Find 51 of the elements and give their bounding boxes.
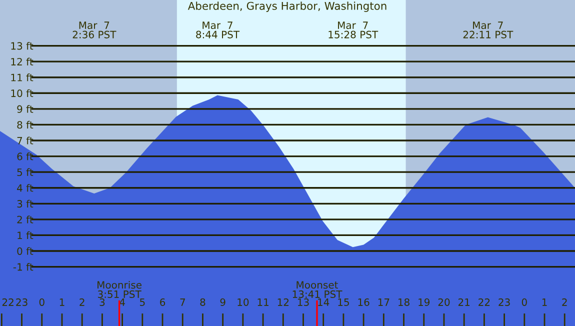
x-tick-label: 6 xyxy=(160,298,166,306)
y-tick-label: 9 ft xyxy=(17,105,34,113)
x-tick-label: 20 xyxy=(438,298,450,306)
x2-tick-label: Mar 7 2:36 PST xyxy=(72,22,116,38)
x-tick-label: 9 xyxy=(220,298,226,306)
x2-tick-label: Mar 7 22:11 PST xyxy=(463,22,514,38)
x-tick-label: 2 xyxy=(562,298,567,306)
y-tick-label: 2 ft xyxy=(17,216,34,224)
y-tick-label: 11 ft xyxy=(11,74,34,82)
y-tick-label: 8 ft xyxy=(17,120,34,129)
x-tick-label: 12 xyxy=(278,298,289,306)
x-tick-label: 0 xyxy=(522,298,527,306)
y-tick-label: 1 ft xyxy=(18,231,34,240)
y-tick-label: 5 ft xyxy=(17,168,34,176)
x-tick-label: 23 xyxy=(16,298,28,306)
x-tick-label: 22 xyxy=(478,298,490,306)
x-tick-label: 18 xyxy=(398,298,410,306)
chart-title: Aberdeen, Grays Harbor, Washington xyxy=(188,2,386,12)
x-tick-label: 22 xyxy=(2,298,14,306)
x-tick-label: 1 xyxy=(542,298,547,306)
x2-tick-label: Mar 7 8:44 PST xyxy=(196,22,240,38)
y-tick-label: 0 ft xyxy=(17,247,34,255)
x-tick-label: 11 xyxy=(258,298,268,306)
x-tick-label: 19 xyxy=(418,298,430,306)
y-tick-label: 12 ft xyxy=(11,58,34,66)
y-tick-label: 13 ft xyxy=(11,42,34,50)
y-tick-label: -1 ft xyxy=(13,263,34,271)
x-tick-label: 4 xyxy=(120,298,125,306)
x-tick-label: 8 xyxy=(200,298,206,306)
x-tick-label: 14 xyxy=(318,298,330,306)
x-tick-label: 3 xyxy=(100,298,105,306)
x-tick-label: 0 xyxy=(39,298,44,306)
y-tick-label: 10 ft xyxy=(11,89,34,98)
x-tick-label: 17 xyxy=(378,298,390,306)
y-tick-label: 7 ft xyxy=(17,136,34,144)
x-tick-label: 1 xyxy=(60,298,64,306)
y-tick-label: 4 ft xyxy=(17,184,34,192)
x-tick-label: 13 xyxy=(298,298,309,306)
y-tick-label: 3 ft xyxy=(17,200,34,208)
x-tick-label: 16 xyxy=(358,298,370,306)
x-tick-label: 23 xyxy=(498,298,510,306)
x-tick-label: 2 xyxy=(80,298,84,306)
ref-line-label: Moonrise 3:51 PST xyxy=(98,280,142,298)
ref-line-label: Moonset 13:41 PST xyxy=(292,281,342,298)
x-tick-label: 21 xyxy=(458,298,470,306)
x-tick-label: 5 xyxy=(140,298,145,306)
y-tick-label: 6 ft xyxy=(17,152,34,160)
x-tick-label: 7 xyxy=(180,298,185,306)
x-tick-label: 15 xyxy=(338,298,349,306)
x-tick-label: 10 xyxy=(238,298,249,306)
x2-tick-label: Mar 7 15:28 PST xyxy=(328,22,378,38)
